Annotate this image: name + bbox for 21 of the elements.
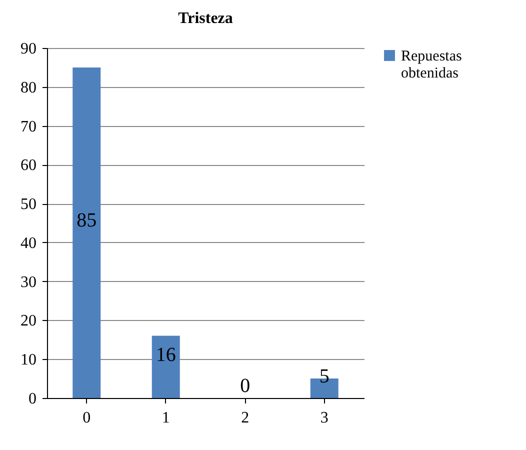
x-tick-label: 2 [241, 410, 250, 426]
y-tick-label: 90 [20, 40, 36, 58]
x-tick-label: 0 [82, 410, 91, 426]
data-label: 85 [76, 210, 97, 232]
x-tick-label: 3 [320, 410, 328, 426]
y-tick-label: 80 [20, 79, 36, 96]
legend-label: Repuestas obtenidas [401, 48, 462, 82]
y-tick-label: 70 [20, 118, 36, 136]
y-tick-label: 0 [28, 390, 36, 408]
y-tick-label: 60 [20, 157, 36, 174]
x-tick-label: 1 [162, 410, 170, 426]
data-label: 16 [156, 344, 176, 366]
y-tick-label: 50 [20, 196, 36, 214]
y-tick-label: 20 [20, 312, 36, 330]
bar [152, 336, 180, 398]
chart-title: Tristeza [178, 10, 233, 27]
y-tick-label: 30 [20, 274, 36, 291]
data-label: 0 [240, 375, 250, 397]
y-tick-label: 40 [20, 234, 36, 252]
bar [72, 67, 101, 398]
y-tick-label: 10 [20, 352, 36, 369]
